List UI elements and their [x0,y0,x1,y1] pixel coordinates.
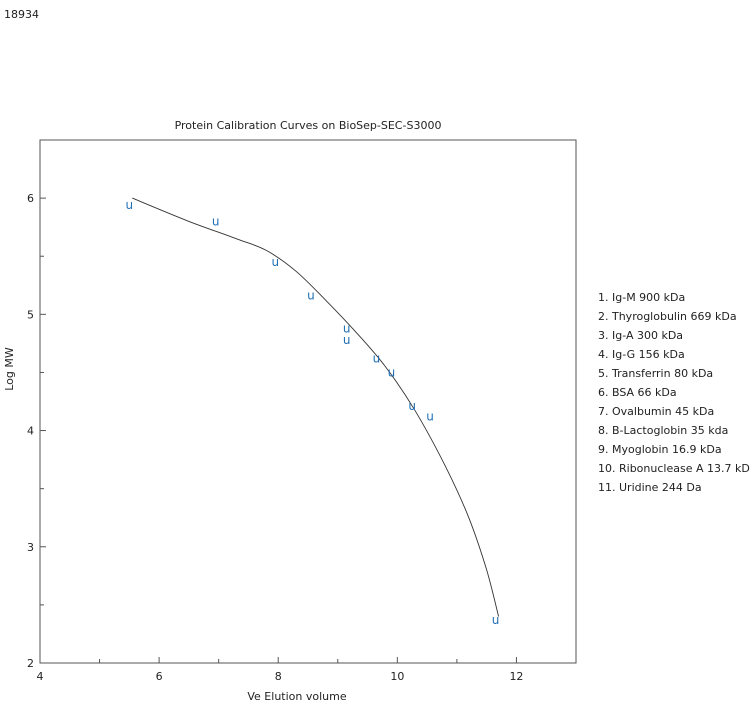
legend-item: 4. Ig-G 156 kDa [598,348,685,361]
legend-item: 6. BSA 66 kDa [598,386,677,399]
x-axis-label: Ve Elution volume [247,690,346,702]
y-tick-label: 5 [27,308,34,321]
x-tick-label: 8 [275,670,282,683]
legend-item: 2. Thyroglobulin 669 kDa [598,310,737,323]
legend-item: 9. Myoglobin 16.9 kDa [598,443,722,456]
legend-item: 1. Ig-M 900 kDa [598,291,686,304]
y-tick-label: 2 [27,657,34,670]
legend-item: 11. Uridine 244 Da [598,481,702,494]
y-tick-label: 6 [27,192,34,205]
data-point: u [343,333,351,347]
data-point: u [388,365,396,379]
data-point: u [408,399,416,413]
x-tick-label: 6 [156,670,163,683]
y-axis-label: Log MW [3,347,16,391]
legend-item: 7. Ovalbumin 45 kDa [598,405,715,418]
y-axis: 2 3 4 5 6 [27,192,46,670]
x-tick-label: 10 [390,670,404,683]
data-point: u [343,321,351,335]
x-axis: 4 6 8 10 12 [37,657,523,683]
data-point: u [271,255,279,269]
calibration-curve [132,197,500,617]
data-point: u [426,410,434,424]
legend-item: 5. Transferrin 80 kDa [598,367,714,380]
x-tick-label: 12 [509,670,523,683]
x-tick-label: 4 [37,670,44,683]
plot-frame [39,139,577,664]
y-tick-label: 4 [27,425,34,438]
legend-item: 10. Ribonuclease A 13.7 kDa [598,462,750,475]
data-point: u [307,289,315,303]
page-label: 18934 [4,8,39,21]
legend-item: 8. B-Lactoglobin 35 kda [598,424,729,437]
legend-item: 3. Ig-A 300 kDa [598,329,684,342]
chart-title: Protein Calibration Curves on BioSep-SEC… [175,119,442,132]
y-tick-label: 3 [27,541,34,554]
legend: 1. Ig-M 900 kDa 2. Thyroglobulin 669 kDa 3… [598,288,750,497]
data-point: u [492,613,500,627]
data-point: u [212,214,220,228]
data-point: u [373,351,381,365]
data-point: u [126,198,134,212]
